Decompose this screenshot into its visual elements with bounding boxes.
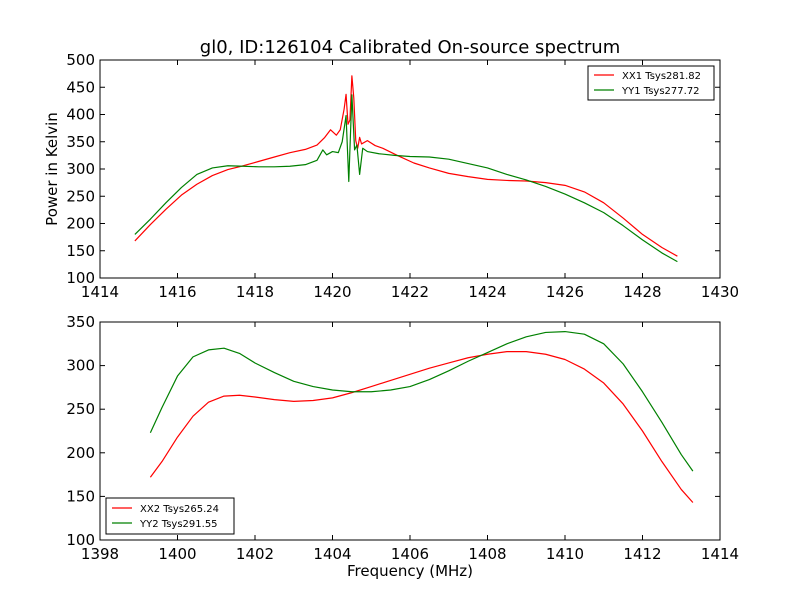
x-tick-label: 1406 (391, 545, 429, 563)
y-tick-label: 350 (66, 133, 95, 151)
x-tick-label: 1426 (546, 283, 584, 301)
legend-box (105, 497, 235, 535)
x-tick-label: 1428 (623, 283, 661, 301)
legend-box (587, 65, 715, 101)
y-tick-label: 300 (66, 357, 95, 375)
y-tick-label: 250 (66, 187, 95, 205)
x-tick-label: 1422 (391, 283, 429, 301)
x-tick-label: 1414 (701, 545, 739, 563)
y-tick-label: 150 (66, 487, 95, 505)
x-tick-label: 1420 (313, 283, 351, 301)
x-tick-label: 1408 (468, 545, 506, 563)
legend-label-xx1: XX1 Tsys281.82 (622, 71, 701, 82)
series-line-xx2 (149, 351, 694, 503)
x-tick-label: 1402 (236, 545, 274, 563)
top-chart: gl0, ID:126104 Calibrated On-source spec… (43, 37, 739, 301)
x-tick-label: 1404 (313, 545, 351, 563)
series-group (149, 330, 694, 503)
y-tick-label: 150 (66, 242, 95, 260)
x-tick-label: 1430 (701, 283, 739, 301)
x-tick-label: 1412 (623, 545, 661, 563)
y-tick-label: 450 (66, 78, 95, 96)
y-axis-label: Power in Kelvin (43, 112, 61, 226)
y-tick-label: 100 (66, 531, 95, 549)
y-tick-label: 200 (66, 215, 95, 233)
x-tick-label: 1400 (158, 545, 196, 563)
y-tick-label: 300 (66, 160, 95, 178)
legend-label-xx2: XX2 Tsys265.24 (140, 504, 219, 515)
x-tick-label: 1416 (158, 283, 196, 301)
y-tick-label: 250 (66, 400, 95, 418)
x-tick-label: 1424 (468, 283, 506, 301)
plot-frame (99, 59, 721, 279)
y-tick-label: 100 (66, 269, 95, 287)
plot-frame (99, 321, 721, 541)
series-line-yy1 (134, 94, 678, 263)
y-tick-label: 400 (66, 106, 95, 124)
bottom-chart: 1398 1400 1402 1404 1406 1408 1410 1412 1414 100 1… (66, 313, 739, 580)
ticks-group: 1414 1416 1418 1420 1422 1424 1426 1428 1430 100 1… (66, 51, 739, 301)
y-tick-label: 200 (66, 444, 95, 462)
x-tick-label: 1414 (81, 283, 119, 301)
chart-title: gl0, ID:126104 Calibrated On-source spec… (200, 37, 620, 58)
series-group (134, 75, 678, 263)
x-tick-label: 1398 (81, 545, 119, 563)
series-line-yy2 (149, 330, 694, 472)
legend-label-yy1: YY1 Tsys277.72 (621, 86, 700, 97)
y-tick-label: 500 (66, 51, 95, 69)
legend: XX1 Tsys281.82 YY1 Tsys277.72 (587, 65, 715, 101)
legend-label-yy2: YY2 Tsys291.55 (139, 519, 218, 530)
x-axis-label: Frequency (MHz) (347, 562, 473, 580)
x-tick-label: 1418 (236, 283, 274, 301)
x-tick-label: 1410 (546, 545, 584, 563)
y-tick-label: 350 (66, 313, 95, 331)
series-line-xx1 (134, 75, 678, 257)
legend: XX2 Tsys265.24 YY2 Tsys291.55 (105, 497, 235, 535)
